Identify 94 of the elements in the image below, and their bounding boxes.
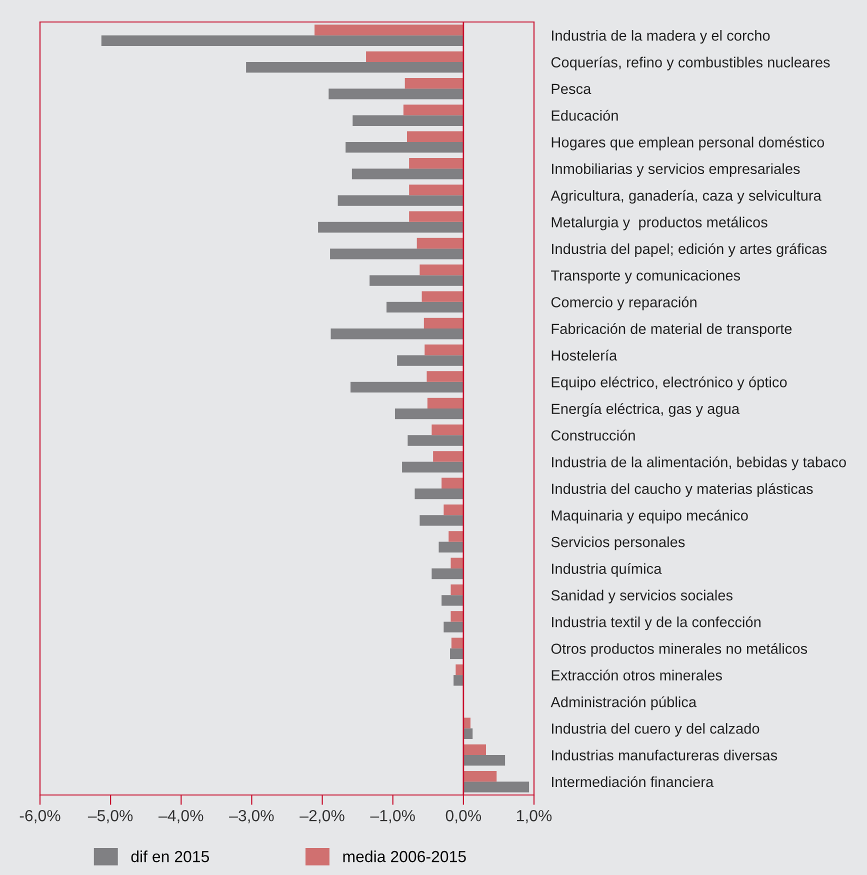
- bar: [426, 371, 464, 382]
- bar: [403, 104, 464, 116]
- y-tick-label: Industria del caucho y materias plásticas: [552, 483, 813, 497]
- bar: [463, 728, 473, 740]
- y-tick-label: Coquerías, refino y combustibles nucleares: [551, 56, 830, 70]
- bar: [450, 584, 464, 596]
- bar: [409, 158, 464, 169]
- y-tick-label: Extracción otros minerales: [552, 670, 722, 680]
- y-tick-label: Transporte y comunicaciones: [550, 270, 740, 284]
- y-tick-label: Industria de la alimentación, bebidas y tabaco: [552, 456, 846, 470]
- bar: [422, 291, 464, 302]
- bar: [318, 222, 464, 233]
- bar: [450, 611, 464, 622]
- bar: [463, 755, 506, 766]
- bar: [450, 648, 464, 660]
- legend-label: dif en 2015: [131, 850, 210, 862]
- bar: [409, 184, 464, 196]
- bar: [438, 542, 464, 552]
- y-tick-label: Servicios personales: [551, 536, 685, 550]
- y-tick-label: Equipo eléctrico, electrónico y óptico: [552, 376, 787, 390]
- bar: [408, 435, 464, 446]
- bar: [442, 478, 464, 488]
- bar: [420, 264, 464, 276]
- bar: [409, 211, 464, 222]
- bar: [432, 424, 464, 436]
- y-tick-label: Hogares que emplean personal doméstico: [552, 136, 824, 150]
- bar: [314, 24, 464, 36]
- bar: [444, 504, 464, 516]
- bar: [420, 515, 464, 526]
- y-tick-label: Maquinaria y equipo mecánico: [552, 510, 748, 524]
- bar: [451, 638, 464, 648]
- bar: [101, 35, 464, 46]
- y-tick-label: Industrias manufactureras diversas: [552, 750, 778, 760]
- bar: [463, 718, 470, 728]
- bar: [330, 248, 464, 260]
- bar: [346, 142, 464, 153]
- x-tick-label: 0,0%: [446, 810, 482, 824]
- bar: [416, 238, 464, 249]
- bar: [463, 782, 530, 792]
- bar: [366, 51, 464, 62]
- x-tick-label: –3,0%: [229, 810, 274, 824]
- bar: [330, 328, 464, 340]
- bar: [406, 131, 464, 142]
- bar: [427, 398, 464, 408]
- bar: [448, 531, 464, 542]
- bar: [450, 558, 464, 568]
- bar: [444, 622, 464, 632]
- bar: [432, 568, 464, 580]
- y-tick-label: Otros productos minerales no metálicos: [551, 643, 808, 657]
- bar: [442, 595, 464, 606]
- bar: [338, 195, 464, 206]
- bar: [352, 168, 464, 180]
- bar: [404, 78, 464, 89]
- x-tick-label: –2,0%: [300, 810, 344, 824]
- bar: [352, 115, 464, 126]
- bar: [414, 488, 464, 500]
- bar: [350, 382, 464, 393]
- bar: [433, 451, 464, 462]
- bar: [463, 744, 486, 756]
- y-tick-label: Fabricación de material de transporte: [552, 323, 792, 337]
- bar: [463, 771, 497, 782]
- y-tick-label: Educación: [552, 110, 618, 121]
- x-tick-label: –4,0%: [158, 810, 204, 824]
- y-tick-label: Industria del cuero y del calzado: [552, 723, 760, 737]
- bar: [394, 408, 464, 420]
- y-tick-label: Pesca: [552, 84, 592, 94]
- y-tick-label: Comercio y reparación: [551, 296, 696, 310]
- x-tick-label: -6,0%: [20, 810, 60, 824]
- bar: [386, 302, 464, 313]
- y-tick-label: Sanidad y servicios sociales: [551, 590, 733, 604]
- bar: [370, 275, 464, 286]
- y-tick-label: Inmobiliarias y servicios empresariales: [552, 163, 800, 177]
- y-tick-label: Administración pública: [550, 696, 697, 710]
- y-tick-label: Construcción: [551, 430, 635, 441]
- bar: [397, 355, 464, 366]
- legend-label: media 2006-2015: [343, 850, 466, 862]
- bar: [424, 318, 464, 329]
- bar: [328, 88, 464, 100]
- y-tick-label: Industria de la madera y el corcho: [552, 30, 770, 44]
- y-tick-label: Energía eléctrica, gas y agua: [552, 403, 740, 417]
- y-tick-label: Industria química: [552, 563, 662, 577]
- y-tick-label: Hostelería: [552, 350, 618, 361]
- x-tick-label: 1,0%: [517, 810, 552, 824]
- bar: [424, 344, 464, 356]
- x-tick-label: –1,0%: [370, 810, 415, 824]
- y-tick-label: Industria del papel; edición y artes gráficas: [552, 243, 827, 257]
- y-tick-label: Intermediación financiera: [552, 776, 714, 788]
- y-tick-label: Industria textil y de la confección: [552, 616, 760, 630]
- bar: [454, 675, 464, 686]
- x-tick-label: –5,0%: [88, 810, 133, 824]
- y-tick-label: Metalurgia y productos metálicos: [552, 216, 768, 230]
- bar: [402, 462, 464, 472]
- bar: [246, 62, 464, 73]
- y-tick-label: Agricultura, ganadería, caza y selvicultura: [550, 190, 822, 204]
